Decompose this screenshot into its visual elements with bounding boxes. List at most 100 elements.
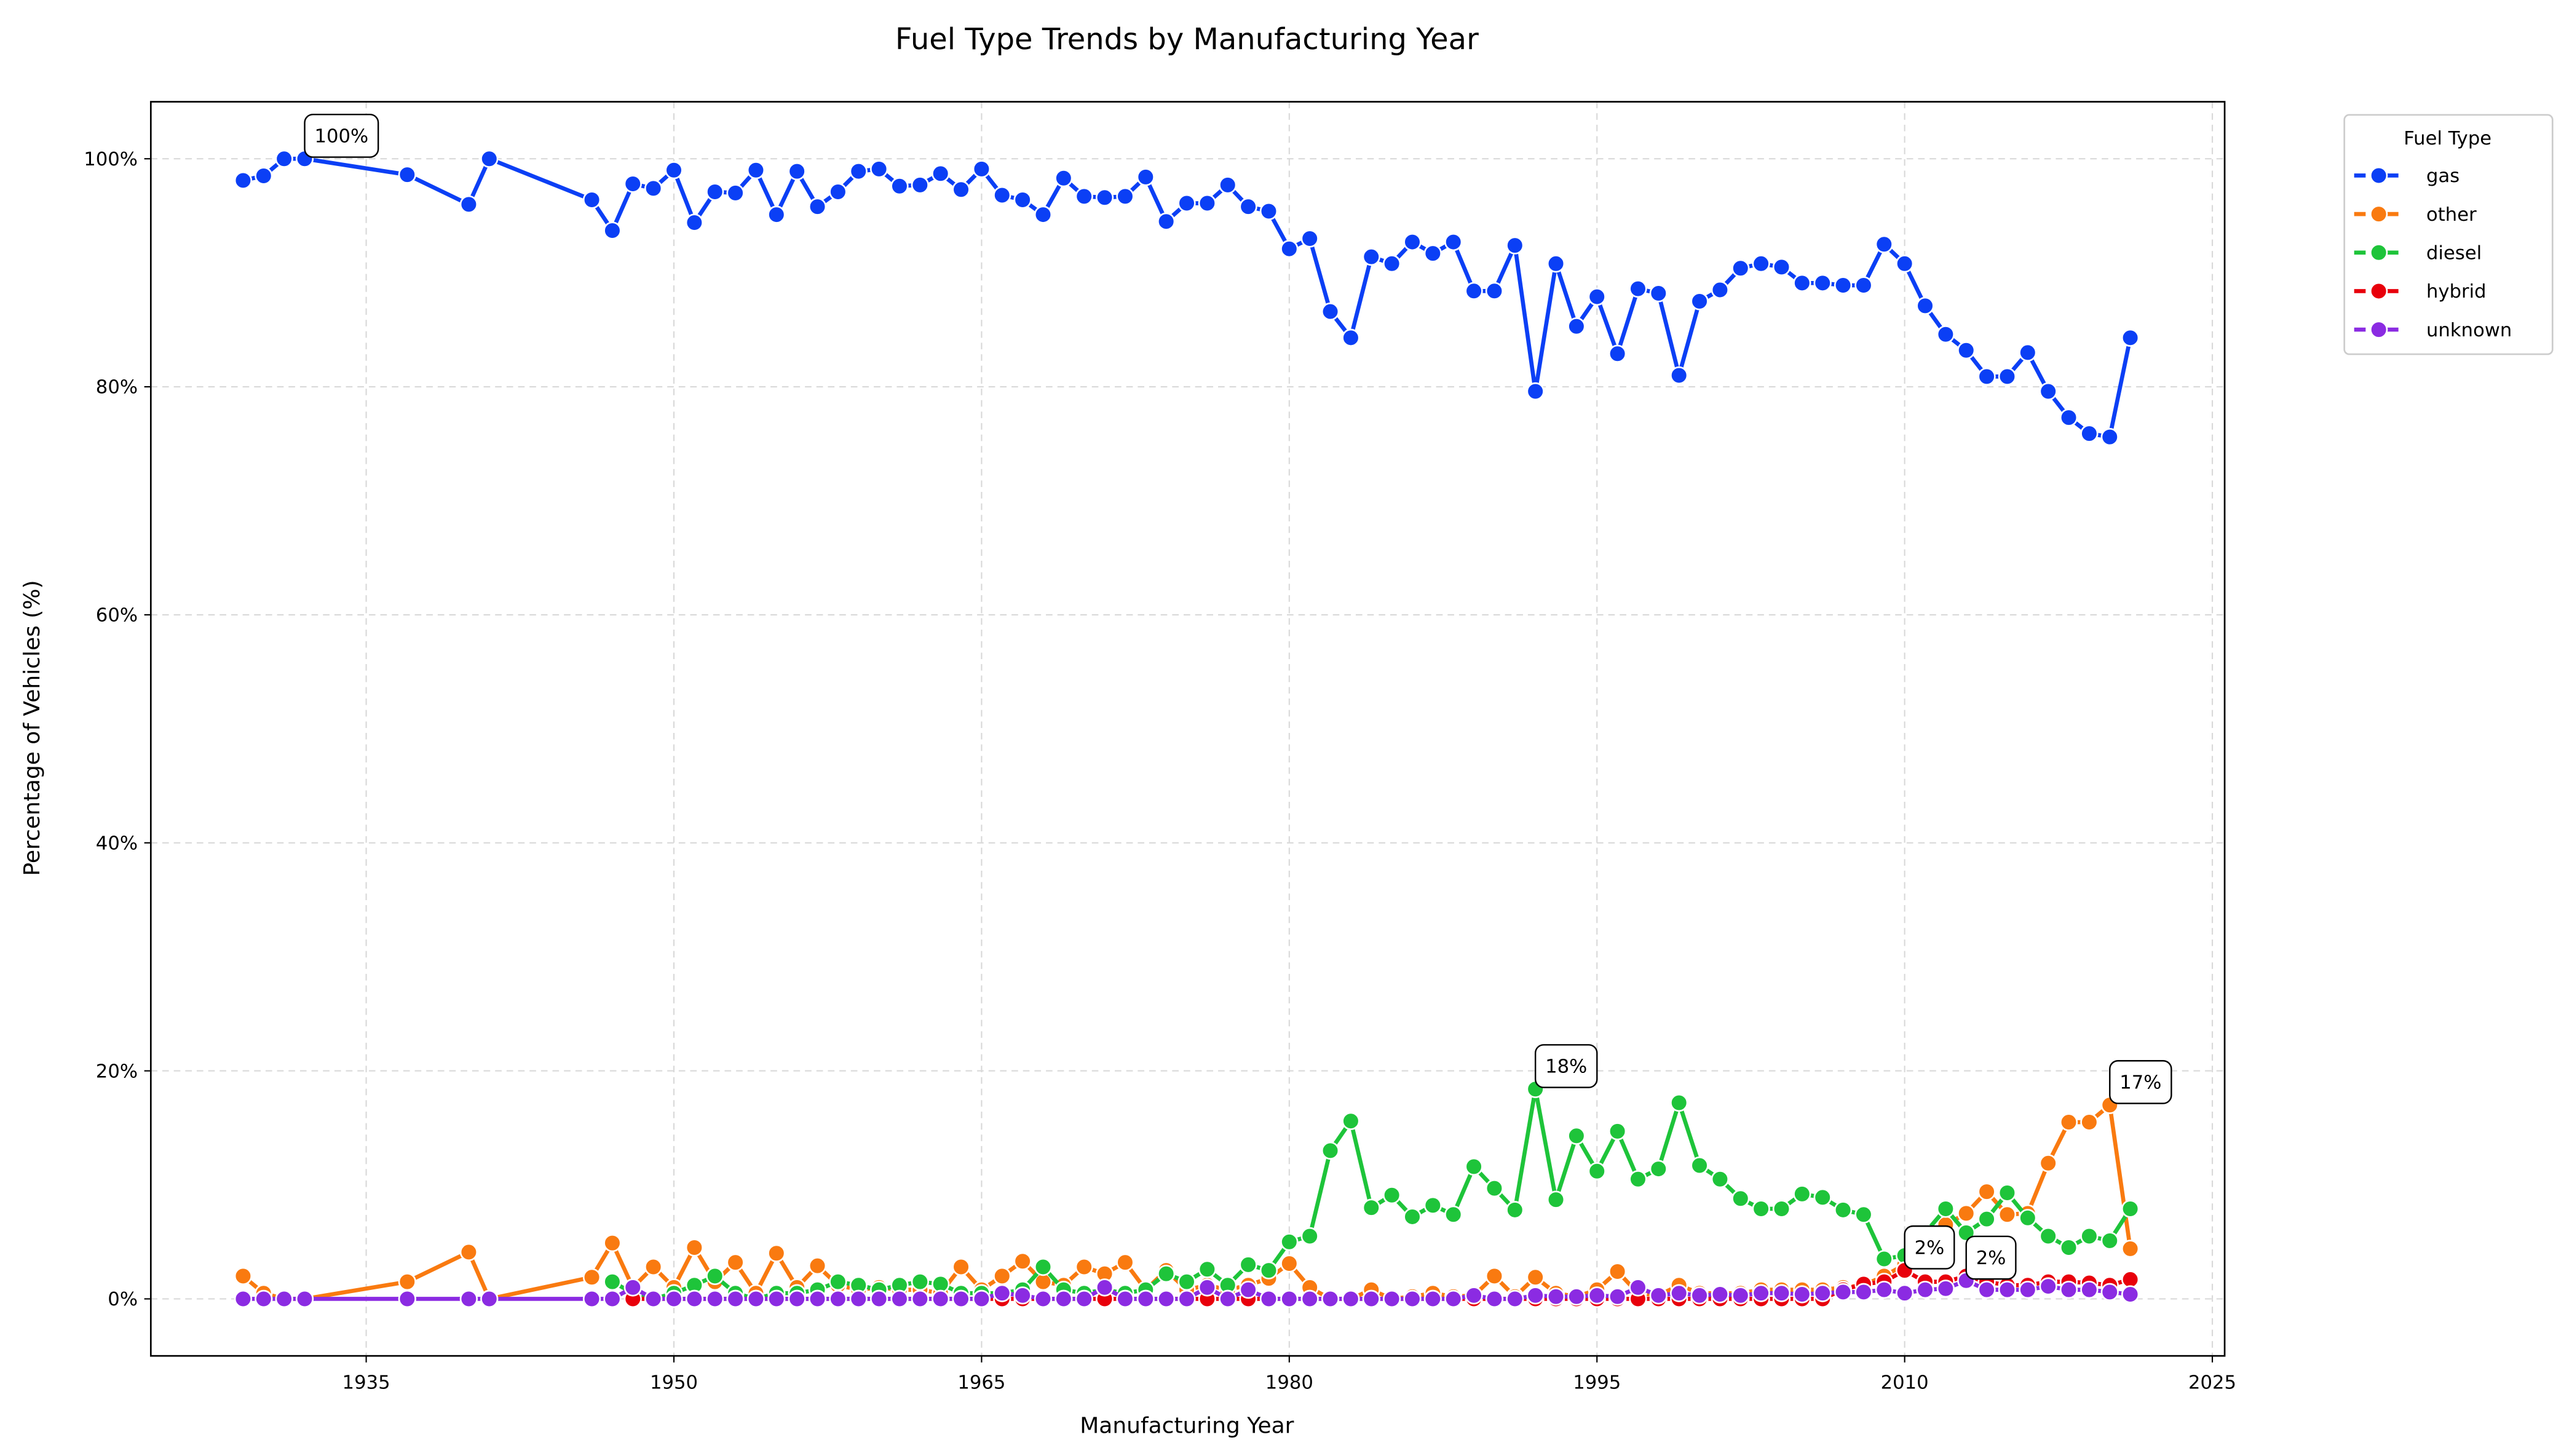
data-point — [1977, 1209, 1996, 1228]
data-point — [1075, 1289, 1093, 1308]
data-point — [829, 1289, 847, 1308]
data-point — [1608, 1122, 1627, 1141]
data-point — [1013, 191, 1032, 209]
data-point — [890, 177, 909, 196]
data-point — [1649, 1286, 1668, 1305]
data-point — [1752, 255, 1770, 273]
data-point — [1259, 1289, 1278, 1308]
x-tick-label: 1965 — [957, 1372, 1005, 1393]
data-point — [2100, 427, 2119, 446]
data-point — [952, 1289, 970, 1308]
data-point — [1321, 1141, 1340, 1160]
data-point — [746, 1289, 766, 1308]
data-point — [1034, 205, 1053, 224]
data-point — [1444, 232, 1463, 251]
data-point — [746, 161, 766, 180]
grid: 1935 1950 1965 1980 1995 2010 2025 0% 20% 40% 60% 8… — [84, 101, 2236, 1393]
data-point — [2039, 1154, 2057, 1173]
data-point — [1731, 259, 1750, 277]
data-point — [2121, 1200, 2140, 1218]
data-point — [1526, 382, 1545, 401]
data-point — [275, 149, 293, 168]
data-point — [1670, 1284, 1688, 1302]
data-point — [1977, 367, 1996, 386]
data-point — [1895, 1284, 1914, 1302]
data-point — [1485, 1179, 1504, 1198]
plot: 100% 18% 17% 2% 2% — [234, 114, 2172, 1308]
legend-marker — [2370, 243, 2388, 262]
data-point — [1916, 296, 1934, 315]
data-point — [1506, 236, 1524, 255]
data-point — [1772, 1200, 1791, 1218]
data-point — [1936, 1280, 1955, 1298]
data-point — [1219, 1289, 1237, 1308]
data-point — [1752, 1284, 1770, 1302]
y-tick-label: 60% — [96, 605, 138, 627]
data-point — [1157, 212, 1176, 231]
data-point — [1690, 1156, 1709, 1175]
data-point — [1300, 1227, 1319, 1246]
data-point — [1342, 1112, 1360, 1130]
data-point — [1731, 1189, 1750, 1208]
data-point — [685, 1238, 704, 1257]
data-point — [767, 1244, 786, 1262]
data-point — [788, 162, 806, 181]
data-point — [295, 1289, 314, 1308]
data-point — [1916, 1280, 1934, 1299]
data-point — [1998, 1184, 2017, 1202]
data-point — [1034, 1257, 1053, 1276]
data-point — [2019, 343, 2037, 362]
data-point — [1403, 1208, 1422, 1226]
data-point — [1342, 328, 1360, 347]
data-point — [1854, 1283, 1873, 1301]
data-point — [1957, 341, 1976, 360]
data-point — [1095, 1278, 1114, 1297]
data-point — [1423, 244, 1442, 263]
data-point — [1629, 1170, 1647, 1189]
data-point — [623, 175, 642, 193]
data-point — [767, 1289, 786, 1308]
data-point — [1280, 1289, 1299, 1308]
annotation-box — [2109, 1060, 2172, 1104]
data-point — [1875, 235, 1893, 253]
data-point — [1013, 1252, 1032, 1270]
data-point — [706, 1289, 724, 1308]
data-point — [911, 1272, 929, 1291]
annotation-box — [1965, 1235, 2017, 1280]
data-point — [398, 1272, 416, 1291]
data-point — [1465, 282, 1483, 300]
data-point — [1752, 1200, 1770, 1218]
data-point — [2080, 1280, 2099, 1299]
data-point — [1342, 1289, 1360, 1308]
data-point — [1649, 1160, 1668, 1178]
data-point — [1321, 303, 1340, 321]
data-point — [234, 1267, 253, 1286]
y-axis-label: Percentage of Vehicles (%) — [20, 580, 45, 876]
data-point — [2059, 1280, 2078, 1299]
data-point — [1793, 1185, 1811, 1203]
legend-box — [2343, 114, 2554, 355]
data-point — [1998, 367, 2017, 386]
data-point — [993, 1267, 1011, 1286]
data-point — [1588, 1162, 1606, 1181]
data-point — [2121, 1285, 2140, 1304]
data-point — [1813, 1284, 1832, 1302]
data-point — [1382, 1289, 1401, 1308]
data-point — [2019, 1209, 2037, 1227]
data-point — [767, 205, 786, 224]
legend-title: Fuel Type — [2404, 128, 2491, 149]
data-point — [1793, 1285, 1811, 1304]
y-tick-label: 0% — [108, 1289, 138, 1310]
data-point — [1546, 1288, 1565, 1306]
data-point — [603, 221, 622, 240]
data-point — [808, 1257, 827, 1275]
data-point — [644, 1257, 663, 1276]
legend-marker — [2370, 282, 2388, 301]
data-point — [849, 162, 868, 181]
legend-label: unknown — [2426, 320, 2512, 341]
annotation-text: 100% — [314, 126, 368, 148]
annotation-text: 2% — [1915, 1237, 1945, 1259]
data-point — [1690, 292, 1709, 311]
data-point — [932, 1289, 950, 1308]
data-point — [1136, 1289, 1155, 1308]
